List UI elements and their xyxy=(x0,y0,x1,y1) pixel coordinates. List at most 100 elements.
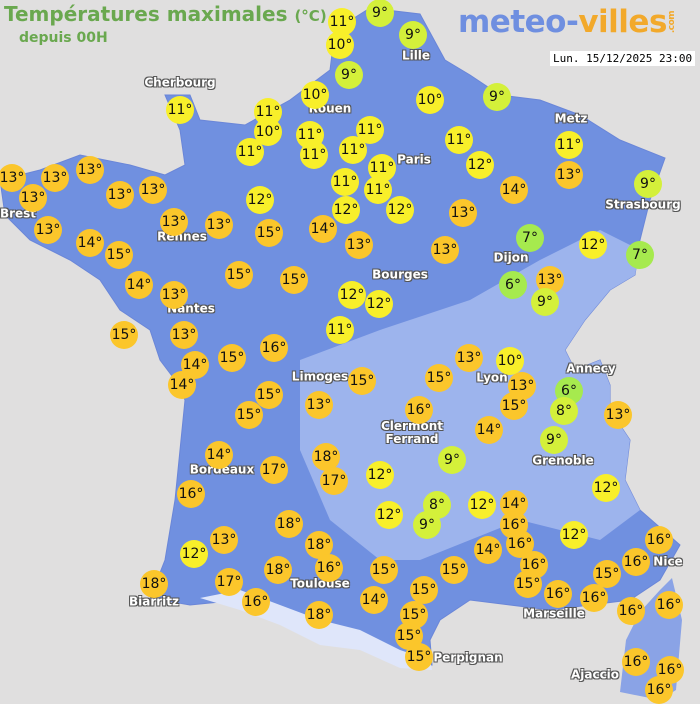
temperature-marker[interactable]: 15° xyxy=(280,266,308,294)
temperature-marker[interactable]: 9° xyxy=(366,0,394,27)
temperature-marker[interactable]: 12° xyxy=(246,186,274,214)
temperature-marker[interactable]: 16° xyxy=(315,554,343,582)
temperature-marker[interactable]: 18° xyxy=(264,556,292,584)
temperature-marker[interactable]: 15° xyxy=(218,344,246,372)
temperature-marker[interactable]: 13° xyxy=(431,236,459,264)
temperature-marker[interactable]: 16° xyxy=(617,597,645,625)
temperature-marker[interactable]: 13° xyxy=(455,344,483,372)
temperature-marker[interactable]: 16° xyxy=(622,548,650,576)
temperature-marker[interactable]: 18° xyxy=(275,510,303,538)
temperature-marker[interactable]: 13° xyxy=(106,181,134,209)
temperature-marker[interactable]: 15° xyxy=(105,241,133,269)
temperature-marker[interactable]: 10° xyxy=(254,118,282,146)
temperature-marker[interactable]: 14° xyxy=(76,229,104,257)
temperature-marker[interactable]: 17° xyxy=(215,568,243,596)
temperature-marker[interactable]: 6° xyxy=(499,271,527,299)
temperature-marker[interactable]: 18° xyxy=(312,443,340,471)
temperature-marker[interactable]: 15° xyxy=(255,219,283,247)
temperature-marker[interactable]: 13° xyxy=(41,164,69,192)
temperature-marker[interactable]: 12° xyxy=(366,461,394,489)
temperature-marker[interactable]: 18° xyxy=(305,601,333,629)
temperature-marker[interactable]: 9° xyxy=(483,83,511,111)
temperature-marker[interactable]: 11° xyxy=(555,131,583,159)
temperature-marker[interactable]: 9° xyxy=(438,446,466,474)
temperature-marker[interactable]: 11° xyxy=(300,141,328,169)
temperature-marker[interactable]: 12° xyxy=(592,474,620,502)
temperature-marker[interactable]: 11° xyxy=(445,126,473,154)
temperature-marker[interactable]: 12° xyxy=(338,281,366,309)
temperature-marker[interactable]: 15° xyxy=(348,367,376,395)
temperature-marker[interactable]: 15° xyxy=(370,556,398,584)
temperature-marker[interactable]: 6° xyxy=(555,377,583,405)
temperature-marker[interactable]: 9° xyxy=(531,288,559,316)
temperature-marker[interactable]: 16° xyxy=(645,526,673,554)
temperature-marker[interactable]: 11° xyxy=(364,176,392,204)
temperature-marker[interactable]: 13° xyxy=(205,211,233,239)
meteo-villes-logo[interactable]: meteo-villes.com xyxy=(458,4,689,40)
temperature-marker[interactable]: 12° xyxy=(579,231,607,259)
temperature-marker[interactable]: 16° xyxy=(506,530,534,558)
temperature-marker[interactable]: 10° xyxy=(416,86,444,114)
temperature-marker[interactable]: 13° xyxy=(604,401,632,429)
temperature-marker[interactable]: 11° xyxy=(339,136,367,164)
temperature-marker[interactable]: 15° xyxy=(255,381,283,409)
temperature-marker[interactable]: 15° xyxy=(405,643,433,671)
temperature-marker[interactable]: 8° xyxy=(550,397,578,425)
temperature-marker[interactable]: 15° xyxy=(514,570,542,598)
temperature-marker[interactable]: 12° xyxy=(386,196,414,224)
temperature-marker[interactable]: 13° xyxy=(305,391,333,419)
temperature-marker[interactable]: 16° xyxy=(544,580,572,608)
temperature-marker[interactable]: 13° xyxy=(160,208,188,236)
temperature-marker[interactable]: 13° xyxy=(160,281,188,309)
temperature-marker[interactable]: 15° xyxy=(225,261,253,289)
temperature-marker[interactable]: 17° xyxy=(260,456,288,484)
temperature-marker[interactable]: 15° xyxy=(235,401,263,429)
temperature-marker[interactable]: 11° xyxy=(166,96,194,124)
temperature-marker[interactable]: 9° xyxy=(413,511,441,539)
temperature-marker[interactable]: 13° xyxy=(555,161,583,189)
temperature-marker[interactable]: 13° xyxy=(139,176,167,204)
temperature-marker[interactable]: 14° xyxy=(500,176,528,204)
temperature-marker[interactable]: 14° xyxy=(474,536,502,564)
temperature-marker[interactable]: 14° xyxy=(360,586,388,614)
temperature-marker[interactable]: 18° xyxy=(140,570,168,598)
temperature-marker[interactable]: 14° xyxy=(475,416,503,444)
temperature-marker[interactable]: 11° xyxy=(326,316,354,344)
temperature-marker[interactable]: 10° xyxy=(326,31,354,59)
temperature-marker[interactable]: 13° xyxy=(0,164,26,192)
temperature-marker[interactable]: 9° xyxy=(540,426,568,454)
temperature-marker[interactable]: 15° xyxy=(425,364,453,392)
temperature-marker[interactable]: 11° xyxy=(236,138,264,166)
temperature-marker[interactable]: 13° xyxy=(19,184,47,212)
temperature-marker[interactable]: 16° xyxy=(655,591,683,619)
temperature-marker[interactable]: 9° xyxy=(634,170,662,198)
temperature-marker[interactable]: 12° xyxy=(468,491,496,519)
temperature-marker[interactable]: 12° xyxy=(375,501,403,529)
temperature-marker[interactable]: 15° xyxy=(500,392,528,420)
temperature-marker[interactable]: 13° xyxy=(76,156,104,184)
temperature-marker[interactable]: 14° xyxy=(125,271,153,299)
temperature-marker[interactable]: 12° xyxy=(365,290,393,318)
temperature-marker[interactable]: 14° xyxy=(205,441,233,469)
temperature-marker[interactable]: 7° xyxy=(626,241,654,269)
temperature-marker[interactable]: 14° xyxy=(168,371,196,399)
temperature-marker[interactable]: 13° xyxy=(345,231,373,259)
temperature-marker[interactable]: 10° xyxy=(496,347,524,375)
temperature-marker[interactable]: 15° xyxy=(410,576,438,604)
temperature-marker[interactable]: 16° xyxy=(260,334,288,362)
temperature-marker[interactable]: 13° xyxy=(210,526,238,554)
temperature-marker[interactable]: 9° xyxy=(399,21,427,49)
temperature-marker[interactable]: 17° xyxy=(320,467,348,495)
temperature-marker[interactable]: 12° xyxy=(466,151,494,179)
temperature-marker[interactable]: 15° xyxy=(110,321,138,349)
temperature-marker[interactable]: 9° xyxy=(335,61,363,89)
temperature-marker[interactable]: 16° xyxy=(177,480,205,508)
temperature-marker[interactable]: 12° xyxy=(332,196,360,224)
temperature-marker[interactable]: 16° xyxy=(405,396,433,424)
temperature-marker[interactable]: 16° xyxy=(242,588,270,616)
temperature-marker[interactable]: 7° xyxy=(516,224,544,252)
temperature-marker[interactable]: 13° xyxy=(170,321,198,349)
temperature-marker[interactable]: 16° xyxy=(645,676,673,704)
temperature-marker[interactable]: 10° xyxy=(301,81,329,109)
temperature-marker[interactable]: 16° xyxy=(580,584,608,612)
